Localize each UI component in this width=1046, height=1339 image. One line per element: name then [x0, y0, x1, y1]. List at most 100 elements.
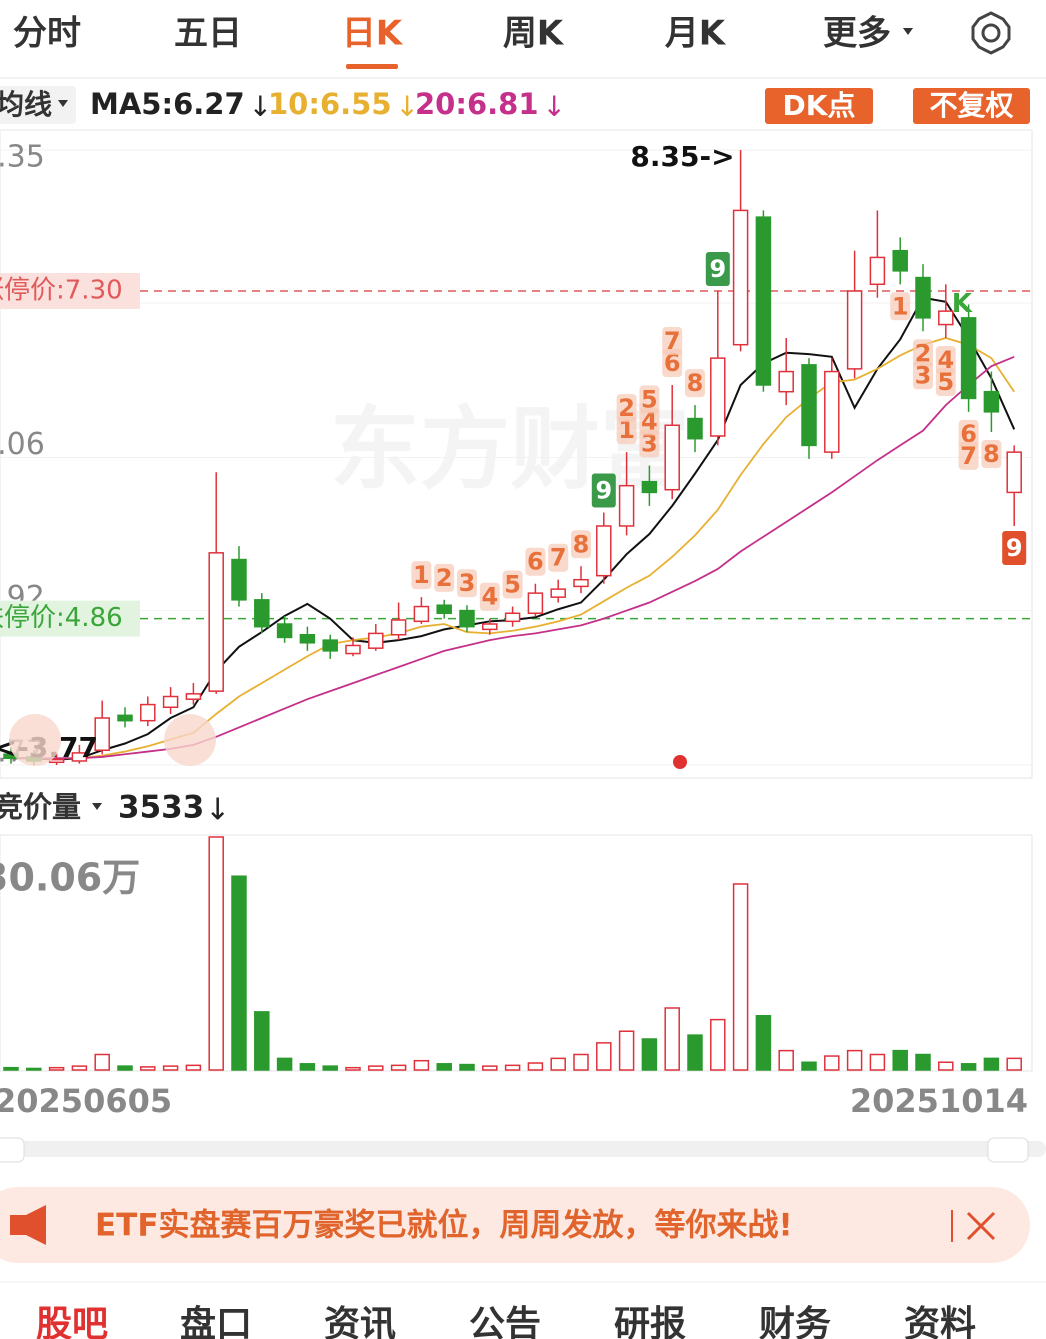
- tab[interactable]: 周K: [503, 14, 565, 54]
- bottom-tab[interactable]: 财务: [759, 1304, 831, 1339]
- setup-count: 4: [481, 583, 498, 611]
- volume-bar: [459, 1063, 475, 1071]
- setup-count: 7: [550, 544, 567, 572]
- bottom-tab[interactable]: 资料: [904, 1304, 976, 1339]
- bottom-tab[interactable]: 股吧: [36, 1304, 108, 1339]
- dropdown-caret: [92, 803, 102, 810]
- setup-count: 5: [937, 368, 954, 396]
- ma-legend: 20:6.81: [415, 87, 539, 121]
- tab[interactable]: 五日: [174, 14, 242, 54]
- volume-bar: [1006, 1057, 1022, 1071]
- setup-count: 3: [641, 430, 658, 458]
- live-dot: [673, 755, 687, 769]
- candle-body: [527, 592, 544, 615]
- candle-body: [413, 605, 430, 623]
- ma-trend: ↓: [249, 90, 272, 123]
- banner-close[interactable]: [966, 1211, 996, 1241]
- volume-bar: [276, 1057, 293, 1071]
- setup-glow: [913, 361, 933, 390]
- start-date: 20250605: [0, 1082, 172, 1120]
- setup-count: 6: [960, 420, 977, 448]
- ma-trend: ↓: [396, 90, 419, 123]
- setup-glow: [981, 439, 1002, 468]
- volume-bar: [140, 1066, 156, 1071]
- scroll-handle-right[interactable]: [987, 1137, 1029, 1163]
- volume-selector: 竞价量: [0, 790, 81, 824]
- setup-count: 7: [664, 327, 681, 355]
- nav-dot[interactable]: [164, 714, 216, 766]
- volume-bar: [960, 1063, 977, 1071]
- ma-legend: 10:6.55: [268, 87, 392, 121]
- volume-bar: [185, 1064, 202, 1071]
- setup-glow: [571, 530, 591, 559]
- candle-body: [368, 632, 384, 649]
- volume-bar: [390, 1064, 407, 1071]
- setup-glow: [685, 369, 705, 398]
- candle-body: [687, 417, 703, 440]
- k-mark: K: [952, 289, 973, 319]
- scroll-handle-left[interactable]: [0, 1137, 25, 1163]
- setup-glow: [639, 429, 660, 458]
- option-button[interactable]: [765, 88, 873, 124]
- volume-bar: [71, 1065, 88, 1071]
- banner[interactable]: [0, 1187, 1030, 1263]
- setup-box: [1002, 530, 1027, 565]
- nav-dot[interactable]: [9, 714, 61, 766]
- setup-count: 3: [915, 361, 932, 389]
- tab[interactable]: 更多: [823, 14, 891, 54]
- volume-bar: [413, 1059, 430, 1071]
- ma-selector: 均线: [0, 88, 52, 121]
- auction-trend: ↓: [205, 793, 230, 828]
- volume-bar: [824, 1055, 840, 1071]
- settings-icon[interactable]: [971, 11, 1011, 55]
- volume-bar: [48, 1066, 65, 1071]
- candle-body: [710, 357, 726, 437]
- setup-count: 2: [618, 394, 635, 422]
- candle-body: [254, 599, 270, 628]
- volume-bar: [938, 1061, 954, 1071]
- bottom-tab[interactable]: 研报: [614, 1304, 686, 1339]
- ma-selector-bg[interactable]: [0, 86, 76, 124]
- candle-body: [755, 216, 772, 386]
- setup-glow: [616, 394, 637, 423]
- bottom-tab[interactable]: 公告: [469, 1304, 541, 1339]
- candle-body: [778, 370, 794, 393]
- price-pane: [0, 129, 1033, 779]
- volume-bar: [208, 836, 224, 1071]
- setup-glow: [457, 569, 477, 598]
- volume-bar: [915, 1053, 931, 1071]
- setup-count: 4: [937, 346, 954, 374]
- option-button[interactable]: [913, 88, 1030, 124]
- tab[interactable]: 分时: [13, 14, 81, 54]
- candle-body: [915, 276, 931, 319]
- volume-bar: [26, 1067, 42, 1071]
- tab[interactable]: 日K: [342, 14, 404, 54]
- setup-count: 4: [641, 408, 658, 436]
- limit-label: 跌停价:4.86: [0, 603, 123, 633]
- y-tick-label: 6.06: [0, 427, 45, 462]
- volume-bar: [527, 1062, 544, 1071]
- volume-bar: [345, 1066, 361, 1071]
- setup-count: 6: [664, 349, 681, 377]
- setup-count: 9: [709, 255, 726, 283]
- volume-bar: [687, 1034, 703, 1071]
- volume-bar: [254, 1011, 270, 1071]
- bottom-tab[interactable]: 盘口: [180, 1303, 252, 1339]
- setup-glow: [913, 339, 933, 368]
- setup-count: 1: [413, 561, 430, 589]
- volume-bar: [641, 1038, 658, 1071]
- setup-glow: [411, 561, 432, 590]
- y-tick-label: 8.35: [0, 140, 45, 175]
- candle-body: [732, 209, 749, 346]
- volume-bar: [755, 1014, 772, 1071]
- candle-body: [960, 317, 977, 400]
- tab[interactable]: 月K: [665, 14, 727, 54]
- setup-count: 5: [641, 386, 658, 414]
- setup-count: 1: [618, 416, 635, 444]
- bottom-tab[interactable]: 资讯: [324, 1304, 396, 1339]
- option-button-label: 不复权: [929, 89, 1013, 122]
- volume-bar: [162, 1065, 179, 1071]
- volume-bar: [596, 1042, 612, 1071]
- volume-bar: [983, 1057, 1000, 1071]
